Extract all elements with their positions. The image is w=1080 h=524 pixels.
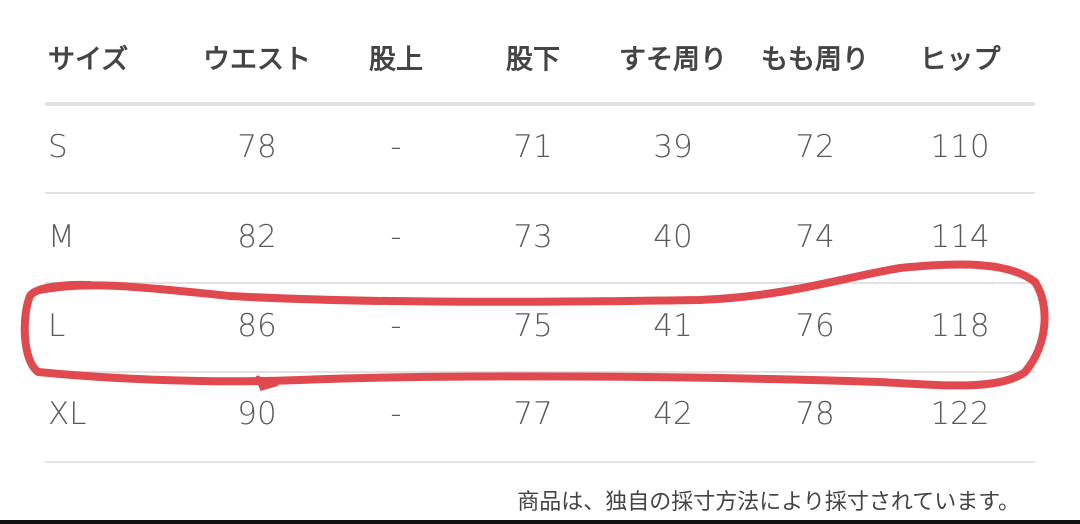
size-label: M: [48, 219, 75, 255]
table-cell: -: [390, 129, 402, 165]
column-header: すそ周り: [619, 44, 727, 76]
column-header: ヒップ: [919, 44, 1001, 76]
table-cell: 78: [237, 129, 277, 165]
row-divider: [45, 371, 1035, 373]
column-header: もも周り: [761, 44, 869, 76]
column-header: サイズ: [48, 44, 129, 76]
table-cell: 90: [237, 396, 277, 432]
table-cell: -: [390, 396, 402, 432]
row-divider: [45, 461, 1035, 463]
table-cell: 118: [930, 308, 990, 344]
row-divider: [45, 192, 1035, 194]
table-cell: 75: [513, 308, 553, 344]
table-cell: 40: [653, 219, 693, 255]
table-cell: 77: [513, 396, 553, 432]
table-cell: 110: [930, 129, 990, 165]
table-cell: 114: [930, 219, 990, 255]
table-cell: 74: [795, 219, 835, 255]
table-cell: -: [390, 308, 402, 344]
column-header: 股下: [506, 44, 560, 76]
header-divider: [45, 102, 1035, 106]
table-cell: 41: [653, 308, 693, 344]
column-header: 股上: [369, 44, 423, 76]
size-label: S: [48, 129, 68, 165]
table-cell: 72: [795, 129, 835, 165]
table-cell: 78: [795, 396, 835, 432]
column-header: ウエスト: [203, 44, 311, 76]
table-cell: 73: [513, 219, 553, 255]
table-cell: 76: [795, 308, 835, 344]
table-cell: 86: [237, 308, 277, 344]
table-cell: -: [390, 219, 402, 255]
table-cell: 39: [653, 129, 693, 165]
table-cell: 42: [653, 396, 693, 432]
table-cell: 82: [237, 219, 277, 255]
bottom-edge: [0, 520, 1080, 524]
size-label: L: [48, 308, 66, 344]
footnote: 商品は、独自の採寸方法により採寸されています。: [517, 490, 1020, 515]
table-cell: 122: [930, 396, 990, 432]
table-cell: 71: [513, 129, 553, 165]
size-label: XL: [48, 396, 87, 432]
row-divider: [45, 282, 1035, 284]
